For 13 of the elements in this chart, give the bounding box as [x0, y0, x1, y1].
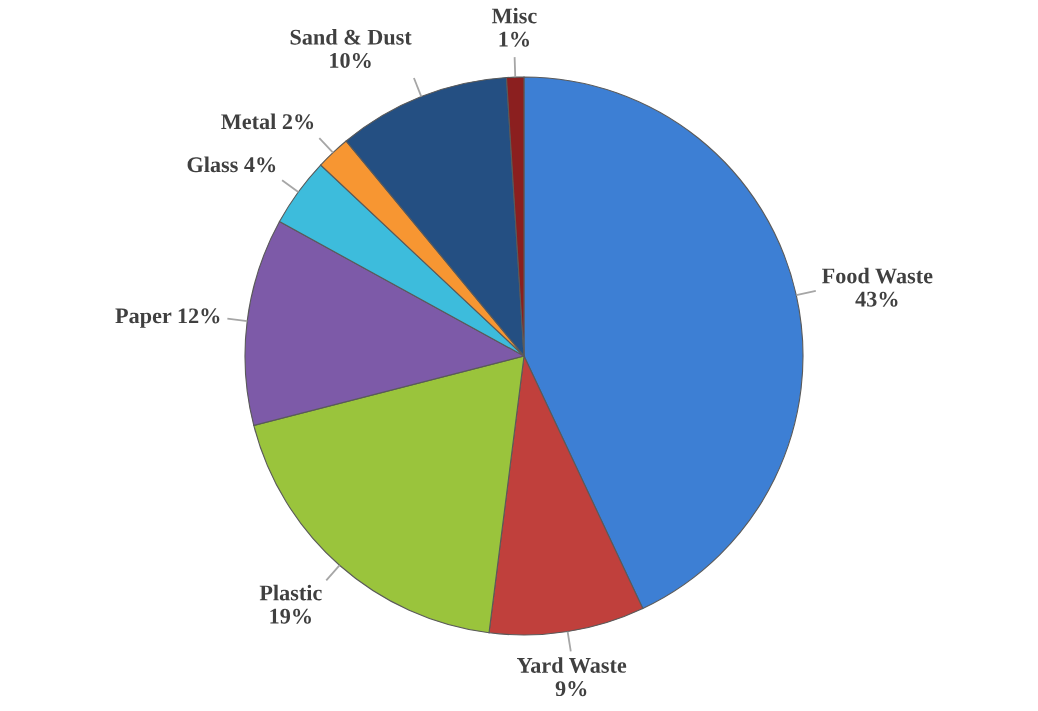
slice-label: Yard Waste	[517, 657, 627, 673]
data-label: 43%	[855, 291, 898, 307]
slice-label: Misc	[491, 7, 537, 24]
data-label: 10%	[330, 52, 371, 68]
data-label: 19%	[270, 608, 311, 624]
data-label: 1%	[499, 31, 529, 47]
slice-label: Sand & Dust	[290, 29, 412, 45]
slice-label: Food Waste	[822, 267, 933, 284]
slice-label: Paper 12%	[115, 308, 220, 328]
data-label: 9%	[555, 681, 587, 697]
slice-label: Metal 2%	[221, 113, 314, 130]
slice-label: Plastic	[259, 584, 322, 601]
slice-label: Glass 4%	[187, 156, 276, 173]
